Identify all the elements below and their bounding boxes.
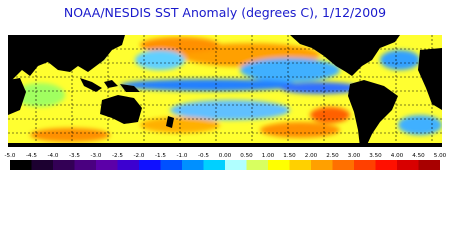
- colorbar-segment: [117, 160, 139, 170]
- colorbar-segment: [139, 160, 161, 170]
- colorbar-label: 3.50: [369, 153, 382, 159]
- map-title: NOAA/NESDIS SST Anomaly (degrees C), 1/1…: [64, 5, 386, 20]
- colorbar-segment: [96, 160, 118, 170]
- colorbar-label: 4.00: [391, 153, 404, 159]
- colorbar-segment: [332, 160, 354, 170]
- map: [8, 35, 442, 147]
- colorbar-segment: [375, 160, 397, 170]
- colorbar-segment: [182, 160, 204, 170]
- colorbar-label: 0.50: [240, 153, 253, 159]
- colorbar-segment: [160, 160, 182, 170]
- colorbar-segment: [31, 160, 53, 170]
- colorbar-segment: [10, 160, 32, 170]
- colorbar-segment: [246, 160, 268, 170]
- colorbar-label: -1.0: [177, 153, 188, 159]
- colorbar-label: 0.00: [219, 153, 232, 159]
- colorbar-label: 1.50: [283, 153, 296, 159]
- colorbar-segment: [311, 160, 333, 170]
- colorbar-label: 4.50: [412, 153, 425, 159]
- sst-anomaly-map: NOAA/NESDIS SST Anomaly (degrees C), 1/1…: [5, 5, 447, 170]
- colorbar-segment: [268, 160, 290, 170]
- colorbar-segment: [53, 160, 75, 170]
- colorbar-label: -1.5: [155, 153, 166, 159]
- colorbar-label: -0.5: [198, 153, 209, 159]
- graticule: [8, 35, 442, 147]
- colorbar-label: -5.0: [5, 153, 16, 159]
- colorbar-segment: [289, 160, 311, 170]
- colorbar-label: -3.0: [91, 153, 102, 159]
- colorbar-label: 2.00: [305, 153, 318, 159]
- colorbar-label: 2.50: [326, 153, 339, 159]
- colorbar-segment: [203, 160, 225, 170]
- colorbar-label: 5.00: [434, 153, 447, 159]
- colorbar-label: 3.00: [348, 153, 361, 159]
- colorbar: -5.0 -4.5 -4.0 -3.5 -3.0 -2.5 -2.0 -1.5 -1.0 -0.5…: [5, 153, 447, 170]
- colorbar-label: -4.0: [48, 153, 59, 159]
- colorbar-label: -2.0: [134, 153, 145, 159]
- colorbar-label: 1.00: [262, 153, 275, 159]
- colorbar-segment: [354, 160, 376, 170]
- colorbar-segment: [418, 160, 440, 170]
- colorbar-segment: [397, 160, 419, 170]
- colorbar-label: -3.5: [69, 153, 80, 159]
- colorbar-segment: [74, 160, 96, 170]
- land: [8, 35, 442, 147]
- colorbar-segment: [225, 160, 247, 170]
- colorbar-label: -4.5: [26, 153, 37, 159]
- colorbar-label: -2.5: [112, 153, 123, 159]
